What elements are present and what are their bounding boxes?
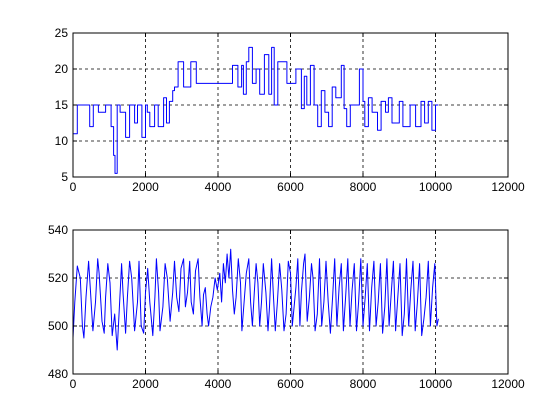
x-tick-label: 0 <box>70 180 77 194</box>
x-tick-label: 2000 <box>132 180 159 194</box>
x-tick-label: 12000 <box>491 377 525 391</box>
x-tick-label: 8000 <box>350 180 377 194</box>
y-tick-label: 15 <box>55 98 69 112</box>
x-tick-label: 4000 <box>205 377 232 391</box>
axes-bottom: 0 2000 4000 6000 8000 10000 12000 480 500 520 540 <box>48 223 525 391</box>
y-tick-label: 500 <box>48 319 68 333</box>
y-tick-label: 25 <box>55 26 69 40</box>
x-tick-label: 0 <box>70 377 77 391</box>
y-tick-label: 20 <box>55 62 69 76</box>
x-tick-label: 6000 <box>277 377 304 391</box>
x-tick-label: 8000 <box>350 377 377 391</box>
series-line <box>72 248 439 351</box>
x-tick-label: 10000 <box>419 180 453 194</box>
y-tick-label: 5 <box>61 170 68 184</box>
y-tick-label: 540 <box>48 223 68 237</box>
x-tick-label: 2000 <box>132 377 159 391</box>
x-tick-label: 4000 <box>205 180 232 194</box>
x-tick-label: 6000 <box>277 180 304 194</box>
y-tick-label: 10 <box>55 134 69 148</box>
x-tick-label: 10000 <box>419 377 453 391</box>
y-tick-label: 520 <box>48 271 68 285</box>
series-line <box>72 46 439 174</box>
y-tick-label: 480 <box>48 367 68 381</box>
x-tick-label: 12000 <box>491 180 525 194</box>
axes-top: 0 2000 4000 6000 8000 10000 12000 5 10 15 20 25 <box>55 26 525 194</box>
